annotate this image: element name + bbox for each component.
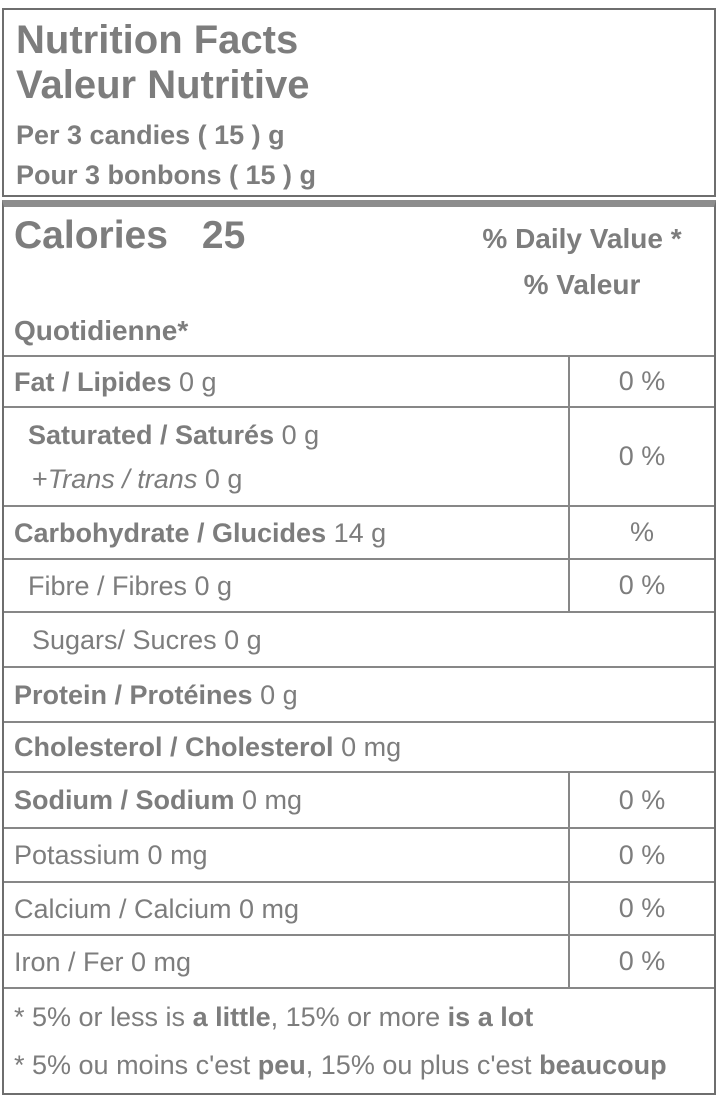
nutrient-label-cholesterol: Cholesterol / Cholesterol 0 mg (4, 723, 714, 771)
daily-value-cell-iron: 0 % (568, 936, 714, 987)
nutrient-label-protein: Protein / Protéines 0 g (4, 668, 714, 721)
nutrient-row-fibre: Fibre / Fibres 0 g 0 % (4, 560, 714, 613)
nutrient-row-sodium: Sodium / Sodium 0 mg 0 % (4, 773, 714, 829)
nutrient-amount: 0 g (252, 679, 298, 710)
nutrient-name: Cholesterol / Cholesterol (14, 732, 334, 762)
nutrient-name: Saturated / Saturés (28, 419, 275, 450)
daily-value: 0 % (618, 784, 666, 815)
footnote-section: * 5% or less is a little, 15% or more is… (4, 989, 714, 1089)
daily-value: 0 % (618, 893, 666, 923)
calories-section: Calories 25 % Daily Value * % Valeur Quot… (4, 207, 714, 357)
footnote-en: * 5% or less is a little, 15% or more is… (14, 993, 704, 1041)
trans-amount: 0 g (197, 463, 243, 494)
daily-value-cell-saturated: 0 % (568, 408, 714, 505)
daily-value: 0 % (618, 839, 666, 870)
daily-value: 0 % (618, 570, 666, 600)
nutrient-name: Potassium 0 mg (14, 840, 208, 870)
nutrient-row-calcium: Calcium / Calcium 0 mg 0 % (4, 883, 714, 936)
daily-value-cell-fat: 0 % (568, 357, 714, 406)
daily-value: 0 % (618, 441, 666, 471)
footnote-emphasis: beaucoup (539, 1050, 667, 1080)
serving-size-fr: Pour 3 bonbons ( 15 ) g (16, 160, 317, 190)
title-fr: Valeur Nutritive (16, 63, 310, 107)
nutrient-row-sugars: Sugars/ Sucres 0 g (4, 613, 714, 668)
nutrient-label-potassium: Potassium 0 mg (4, 829, 568, 881)
nutrient-name: Sugars/ Sucres 0 g (32, 624, 262, 655)
nutrient-amount: 0 g (274, 419, 320, 450)
trans-prefix: + (32, 463, 48, 494)
footnote-fr: * 5% ou moins c'est peu, 15% ou plus c'e… (14, 1041, 704, 1089)
nutrient-label-saturated: Saturated / Saturés 0 g +Trans / trans 0… (4, 408, 568, 505)
nutrient-row-protein: Protein / Protéines 0 g (4, 668, 714, 723)
nutrient-label-fat: Fat / Lipides 0 g (4, 357, 568, 406)
nutrient-label-iron: Iron / Fer 0 mg (4, 936, 568, 987)
footnote-text: , 15% ou plus c'est (305, 1050, 540, 1080)
nutrient-name: Protein / Protéines (14, 679, 253, 710)
calories-value: 25 (201, 214, 246, 257)
nutrient-amount: 0 g (171, 366, 217, 397)
daily-value-header-en: % Daily Value * (482, 223, 682, 254)
footnote-text: * 5% ou moins c'est (14, 1050, 258, 1080)
calories-row: Calories 25 % Daily Value * % Valeur (14, 213, 708, 308)
daily-value-cell-fibre: 0 % (568, 560, 714, 611)
nutrient-amount: 0 mg (234, 785, 303, 815)
nutrient-name: Fat / Lipides (14, 366, 172, 397)
nutrient-row-saturated-trans: Saturated / Saturés 0 g +Trans / trans 0… (4, 408, 714, 507)
daily-value-cell-carbohydrate: % (568, 507, 714, 558)
nutrition-facts-header: Nutrition Facts Valeur Nutritive Per 3 c… (2, 8, 716, 197)
footnote-emphasis: peu (257, 1050, 306, 1080)
nutrient-label-fibre: Fibre / Fibres 0 g (4, 560, 568, 611)
footnote-emphasis: a little (192, 1002, 271, 1032)
footnote-text: , 15% or more (270, 1002, 448, 1032)
nutrient-name: Iron / Fer 0 mg (14, 946, 192, 977)
daily-value-header: % Daily Value * % Valeur (456, 213, 708, 308)
nutrient-label-sugars: Sugars/ Sucres 0 g (4, 613, 714, 666)
nutrient-label-calcium: Calcium / Calcium 0 mg (4, 883, 568, 934)
daily-value: 0 % (618, 946, 666, 976)
nutrition-facts-table: Calories 25 % Daily Value * % Valeur Quot… (2, 200, 716, 1095)
nutrient-row-potassium: Potassium 0 mg 0 % (4, 829, 714, 883)
daily-value-header-fr-line1: % Valeur (523, 269, 641, 300)
nutrient-amount: 0 mg (333, 732, 402, 762)
trans-name: Trans / trans (47, 463, 198, 494)
daily-value-cell-potassium: 0 % (568, 829, 714, 881)
footnote-text: * 5% or less is (14, 1002, 193, 1032)
daily-value: 0 % (618, 366, 666, 396)
nutrient-name: Sodium / Sodium (14, 785, 235, 815)
nutrient-label-sodium: Sodium / Sodium 0 mg (4, 773, 568, 827)
nutrient-amount: 14 g (326, 517, 387, 548)
nutrient-name: Calcium / Calcium 0 mg (14, 893, 300, 924)
daily-value-cell-calcium: 0 % (568, 883, 714, 934)
serving-size-en: Per 3 candies ( 15 ) g (16, 120, 285, 150)
nutrient-name: Fibre / Fibres 0 g (28, 570, 233, 601)
footnote-emphasis: is a lot (447, 1002, 534, 1032)
daily-value: % (629, 517, 654, 547)
calories-label: Calories 25 (14, 213, 245, 259)
calories-word: Calories (14, 214, 168, 257)
nutrient-row-iron: Iron / Fer 0 mg 0 % (4, 936, 714, 989)
daily-value-cell-sodium: 0 % (568, 773, 714, 827)
daily-value-header-fr-line2: Quotidienne* (14, 315, 189, 346)
title-en: Nutrition Facts (16, 18, 299, 62)
nutrient-row-cholesterol: Cholesterol / Cholesterol 0 mg (4, 723, 714, 773)
nutrient-name: Carbohydrate / Glucides (14, 517, 327, 548)
nutrient-label-carbohydrate: Carbohydrate / Glucides 14 g (4, 507, 568, 558)
nutrient-row-fat: Fat / Lipides 0 g 0 % (4, 357, 714, 408)
nutrient-row-carbohydrate: Carbohydrate / Glucides 14 g % (4, 507, 714, 560)
